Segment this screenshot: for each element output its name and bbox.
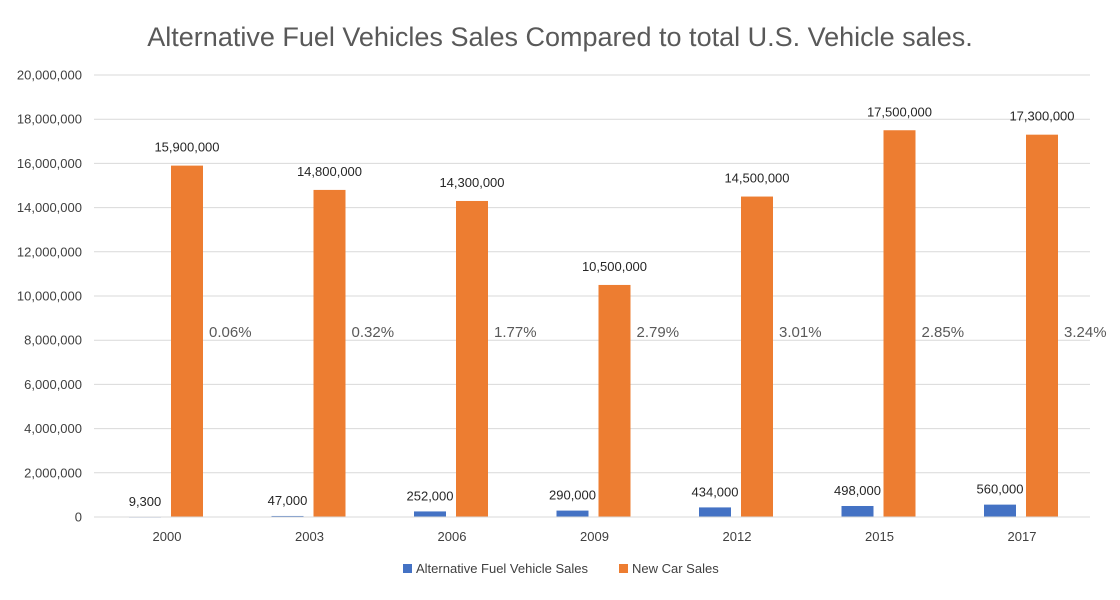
- bar-alt-fuel: [699, 507, 731, 517]
- percent-annotation: 3.01%: [779, 324, 822, 341]
- bar-new-car: [741, 196, 773, 518]
- legend-label-alt-fuel: Alternative Fuel Vehicle Sales: [416, 561, 588, 576]
- y-axis: 0 2,000,000 4,000,000 6,000,000 8,000,000 10,…: [17, 68, 82, 525]
- percent-annotation: 1.77%: [494, 324, 537, 341]
- bar-new-car: [313, 189, 346, 518]
- bar-new-car: [171, 165, 203, 518]
- y-tick-label: 20,000,000: [17, 68, 82, 83]
- y-tick-label: 18,000,000: [17, 112, 82, 127]
- data-label-alt-fuel: 498,000: [834, 483, 881, 498]
- x-tick-label: 2012: [723, 529, 752, 544]
- x-tick-label: 2003: [295, 529, 324, 544]
- y-tick-label: 8,000,000: [24, 333, 82, 348]
- data-label-alt-fuel: 434,000: [692, 484, 739, 499]
- bar-alt-fuel: [414, 511, 446, 517]
- data-label-alt-fuel: 9,300: [129, 494, 162, 509]
- data-label-new-car: 14,800,000: [297, 164, 362, 179]
- y-tick-label: 4,000,000: [24, 421, 82, 436]
- x-tick-label: 2006: [438, 529, 467, 544]
- bars: [129, 130, 1058, 518]
- data-label-new-car: 10,500,000: [582, 259, 647, 274]
- percent-annotation: 0.32%: [352, 324, 395, 341]
- legend-swatch-alt-fuel: [403, 564, 412, 573]
- bar-alt-fuel: [841, 505, 874, 517]
- data-label-new-car: 14,500,000: [724, 171, 789, 186]
- data-label-alt-fuel: 560,000: [977, 482, 1024, 497]
- legend: Alternative Fuel Vehicle Sales New Car Sa…: [403, 561, 719, 576]
- data-label-new-car: 17,300,000: [1009, 109, 1074, 124]
- bar-new-car: [883, 130, 916, 517]
- bar-alt-fuel: [984, 504, 1016, 517]
- x-tick-label: 2000: [153, 529, 182, 544]
- y-tick-label: 12,000,000: [17, 244, 82, 259]
- data-label-alt-fuel: 290,000: [549, 488, 596, 503]
- y-tick-label: 16,000,000: [17, 156, 82, 171]
- bar-new-car: [456, 200, 488, 517]
- legend-label-new-car: New Car Sales: [632, 561, 719, 576]
- y-tick-label: 6,000,000: [24, 377, 82, 392]
- percent-annotation: 0.06%: [209, 324, 252, 341]
- bar-new-car: [1026, 134, 1058, 518]
- x-tick-label: 2009: [580, 529, 609, 544]
- y-tick-label: 14,000,000: [17, 200, 82, 215]
- x-axis: 2000 2003 2006 2009 2012 2015 2017: [94, 516, 1090, 544]
- bar-alt-fuel: [271, 515, 304, 517]
- legend-swatch-new-car: [619, 564, 628, 573]
- y-tick-label: 10,000,000: [17, 289, 82, 304]
- bar-alt-fuel: [556, 510, 589, 517]
- chart-title: Alternative Fuel Vehicles Sales Compared…: [147, 22, 973, 52]
- data-label-new-car: 14,300,000: [439, 175, 504, 190]
- percent-annotation: 2.79%: [637, 324, 680, 341]
- y-tick-label: 2,000,000: [24, 465, 82, 480]
- data-label-alt-fuel: 252,000: [407, 488, 454, 503]
- x-tick-label: 2017: [1008, 529, 1037, 544]
- bar-new-car: [598, 284, 631, 517]
- gridlines: [94, 74, 1090, 474]
- data-label-alt-fuel: 47,000: [268, 493, 308, 508]
- data-labels: 9,300 15,900,000 0.06% 47,000 14,800,000 0.32…: [129, 104, 1107, 509]
- y-tick-label: 0: [75, 510, 82, 525]
- data-label-new-car: 15,900,000: [154, 140, 219, 155]
- data-label-new-car: 17,500,000: [867, 104, 932, 119]
- percent-annotation: 3.24%: [1064, 324, 1107, 341]
- x-tick-label: 2015: [865, 529, 894, 544]
- percent-annotation: 2.85%: [922, 324, 965, 341]
